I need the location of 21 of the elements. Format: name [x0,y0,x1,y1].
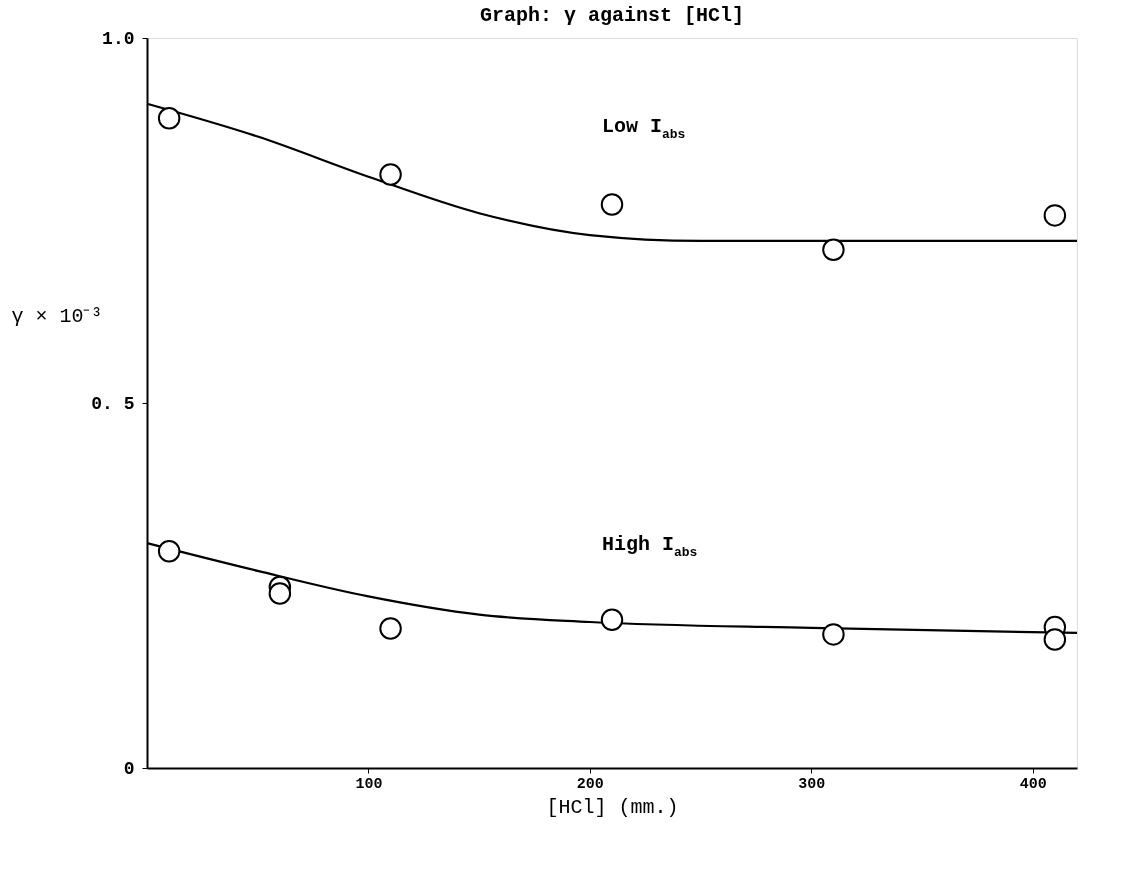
point [822,238,845,261]
x-tick-label: 400 [1019,775,1047,793]
y-axis-title: γ × 10⁻³ [11,304,103,328]
x-tick-label: 100 [355,775,383,793]
point [157,539,181,563]
point [1043,204,1067,227]
x-tick-label: 300 [798,775,826,793]
point [379,617,402,640]
y-tick-label: 0 [123,758,135,779]
x-tick-label: 200 [576,775,604,793]
point [600,193,624,216]
point [379,163,402,186]
point [157,107,181,130]
point [600,608,624,632]
point [268,582,292,605]
point [822,623,845,646]
y-tick-label: 1.0 [102,28,135,49]
point [1043,628,1067,651]
y-tick-label: 0. 5 [91,393,135,414]
chart-title: Graph: γ against [HCl] [479,4,745,27]
x-axis-title: [HCl] (mm.) [546,795,679,819]
